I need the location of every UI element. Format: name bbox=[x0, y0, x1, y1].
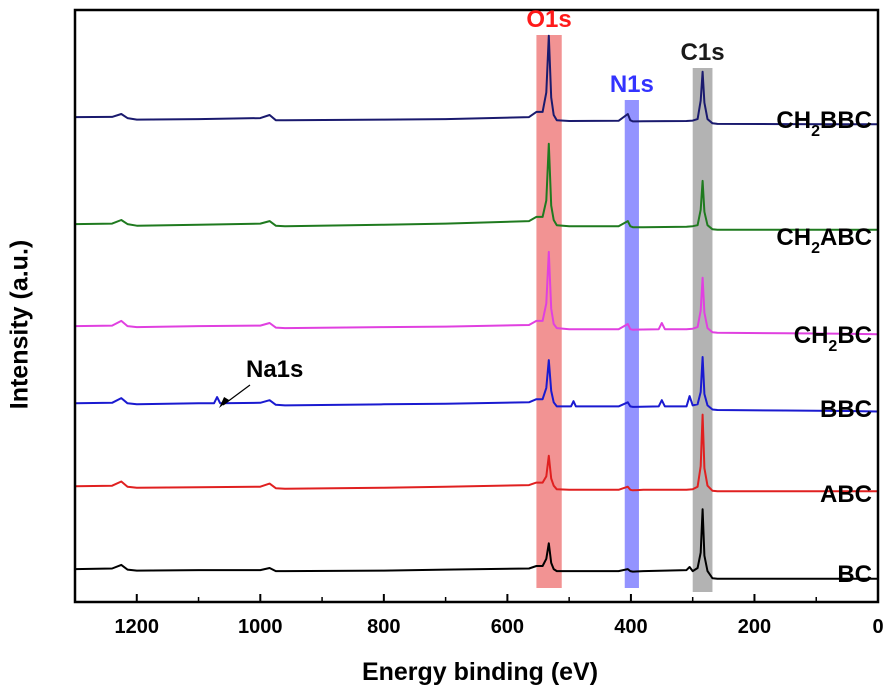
x-tick-label-400: 400 bbox=[614, 616, 647, 638]
band-label-o1s: O1s bbox=[526, 6, 571, 33]
x-tick-label-1000: 1000 bbox=[238, 616, 283, 638]
x-axis-label: Energy binding (eV) bbox=[361, 658, 599, 686]
annotation-arrowhead bbox=[219, 397, 230, 408]
annotation-na1s: Na1s bbox=[246, 356, 303, 383]
series-line-ch2abc bbox=[74, 142, 878, 231]
x-tick-label-0: 0 bbox=[872, 616, 883, 638]
series-label-bbc: BBC bbox=[820, 396, 872, 423]
series-label-bc: BC bbox=[837, 561, 872, 588]
x-tick-label-600: 600 bbox=[491, 616, 524, 638]
text-labels: O1s N1s C1s CH2BBC CH2ABC CH2BC BBC ABC BC Na1s bbox=[219, 6, 872, 588]
series-line-bbc bbox=[74, 356, 879, 413]
plot-frame bbox=[73, 8, 880, 604]
series-label-abc: ABC bbox=[820, 481, 872, 508]
x-tick-label-1200: 1200 bbox=[115, 616, 160, 638]
x-tick-label-200: 200 bbox=[738, 616, 771, 638]
y-axis-label: Intensity (a.u.) bbox=[5, 239, 34, 410]
series-line-bc bbox=[74, 508, 878, 580]
series-label-ch2bbc: CH2BBC bbox=[776, 107, 872, 140]
series-line-abc bbox=[74, 413, 878, 493]
series-line-ch2bbc bbox=[74, 34, 878, 126]
series-line-ch2bc bbox=[74, 250, 879, 336]
band-label-c1s: C1s bbox=[681, 39, 725, 66]
band-o1s bbox=[536, 35, 562, 588]
band-n1s bbox=[624, 100, 639, 588]
series-label-ch2bc: CH2BC bbox=[794, 322, 872, 355]
x-tick-label-800: 800 bbox=[367, 616, 400, 638]
annotation-arrow-line bbox=[222, 384, 251, 406]
band-label-n1s: N1s bbox=[610, 71, 654, 98]
peak-bands bbox=[536, 35, 713, 592]
spectra-lines bbox=[74, 34, 879, 580]
plot-axes: 1200 1000 800 600 400 200 0 bbox=[73, 8, 884, 638]
series-label-ch2abc: CH2ABC bbox=[776, 224, 872, 257]
band-c1s bbox=[692, 68, 713, 592]
